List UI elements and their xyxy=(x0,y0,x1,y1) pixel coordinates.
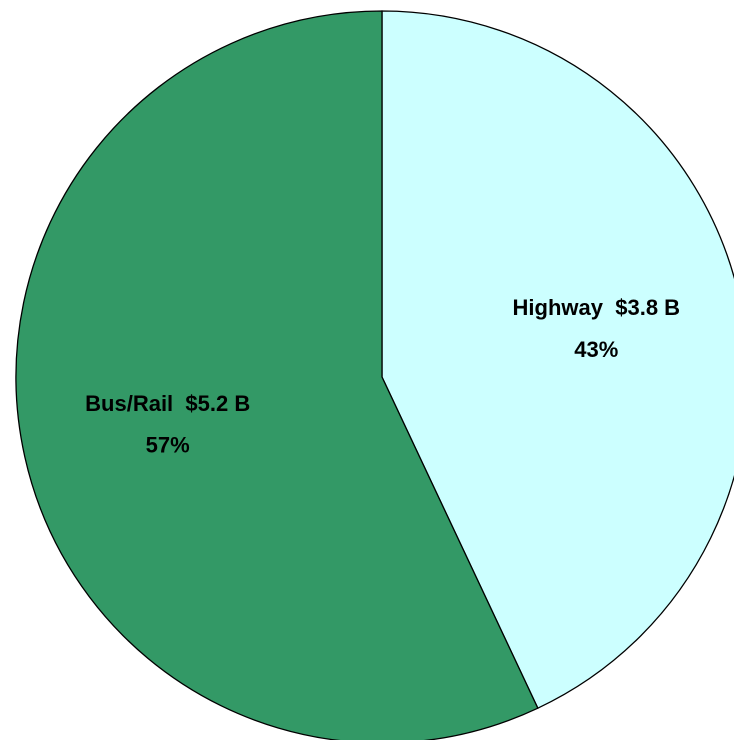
slice-percent: 43% xyxy=(574,337,618,362)
pie-slice xyxy=(15,10,539,740)
slice-percent: 57% xyxy=(146,433,190,458)
slice-gap xyxy=(173,391,185,416)
slice-amount: $3.8 B xyxy=(615,295,680,320)
slice-amount: $5.2 B xyxy=(185,391,250,416)
slice-label: Bus/Rail $5.2 B xyxy=(85,391,250,416)
slice-category: Bus/Rail xyxy=(85,391,173,416)
slice-gap xyxy=(603,295,615,320)
pie-slice xyxy=(381,10,734,710)
slice-category: Highway xyxy=(513,295,604,320)
slice-label: Highway $3.8 B xyxy=(513,295,681,320)
